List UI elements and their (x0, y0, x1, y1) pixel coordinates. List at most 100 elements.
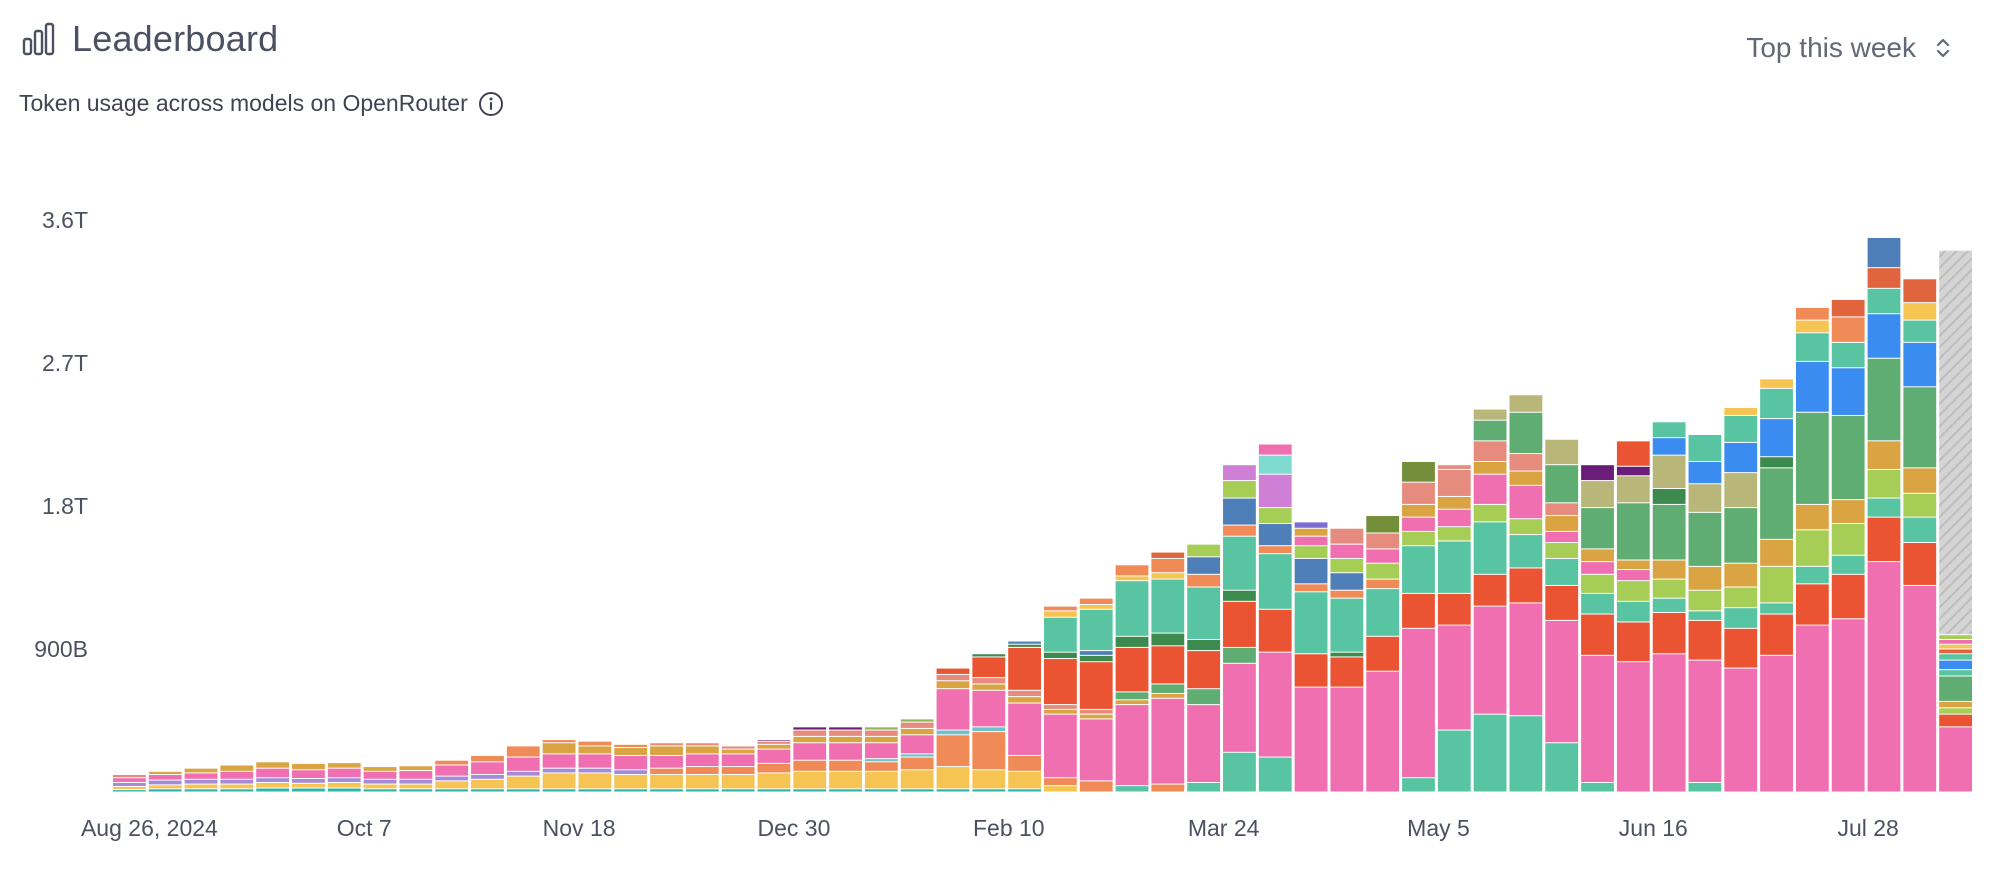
bar-segment[interactable] (1688, 611, 1722, 620)
bar-week-21[interactable] (829, 727, 862, 792)
bar-segment[interactable] (972, 727, 1006, 732)
bar-week-20[interactable] (793, 727, 827, 792)
bar-segment[interactable] (1616, 601, 1650, 622)
bar-segment[interactable] (1688, 435, 1722, 462)
bar-week-5[interactable] (256, 762, 290, 792)
bar-segment[interactable] (757, 763, 791, 773)
bar-week-26[interactable] (1008, 641, 1041, 792)
bar-segment[interactable] (1652, 654, 1686, 792)
bar-segment[interactable] (399, 766, 433, 771)
period-select[interactable]: Top this week (1746, 32, 1952, 64)
bar-week-41[interactable] (1545, 439, 1579, 792)
bar-week-11[interactable] (471, 755, 504, 792)
bar-segment[interactable] (1760, 419, 1793, 457)
bar-segment[interactable] (292, 783, 325, 788)
bar-week-31[interactable] (1187, 544, 1221, 792)
bar-week-6[interactable] (292, 763, 325, 792)
bar-segment[interactable] (721, 746, 755, 749)
bar-segment[interactable] (578, 754, 612, 768)
bar-segment[interactable] (435, 776, 469, 781)
bar-week-38[interactable] (1437, 465, 1471, 792)
bar-segment[interactable] (1760, 388, 1793, 419)
bar-segment[interactable] (1939, 670, 1972, 676)
bar-segment[interactable] (972, 678, 1006, 684)
bar-segment[interactable] (1903, 468, 1937, 493)
bar-segment[interactable] (363, 771, 397, 779)
bar-segment[interactable] (1258, 757, 1292, 792)
bar-segment[interactable] (1330, 657, 1364, 687)
bar-segment[interactable] (1008, 703, 1041, 755)
bar-segment[interactable] (1473, 420, 1507, 441)
bar-segment[interactable] (1724, 668, 1758, 792)
bar-segment[interactable] (900, 754, 934, 757)
bar-segment[interactable] (220, 765, 254, 771)
bar-segment[interactable] (1795, 412, 1829, 504)
bar-segment[interactable] (1330, 558, 1364, 573)
bar-segment[interactable] (1688, 484, 1722, 512)
bar-segment[interactable] (435, 760, 469, 765)
bar-segment[interactable] (1652, 579, 1686, 598)
bar-segment[interactable] (1115, 647, 1149, 692)
bar-segment[interactable] (1008, 690, 1041, 697)
bar-segment[interactable] (1079, 719, 1113, 781)
bar-segment[interactable] (1545, 503, 1579, 516)
bar-segment[interactable] (578, 768, 612, 773)
bar-segment[interactable] (757, 789, 791, 792)
bar-segment[interactable] (1258, 455, 1292, 474)
bar-segment[interactable] (1079, 651, 1113, 655)
bar-segment[interactable] (1652, 489, 1686, 504)
bar-segment[interactable] (1509, 471, 1543, 485)
bar-segment[interactable] (1366, 671, 1400, 792)
bar-segment[interactable] (148, 775, 182, 780)
bar-week-10[interactable] (435, 760, 469, 792)
bar-segment[interactable] (1760, 379, 1793, 388)
bar-segment[interactable] (1760, 614, 1793, 655)
bar-segment[interactable] (1616, 581, 1650, 601)
bar-segment[interactable] (578, 789, 612, 792)
bar-segment[interactable] (1509, 603, 1543, 716)
bar-week-30[interactable] (1151, 552, 1185, 792)
bar-segment[interactable] (1867, 358, 1901, 441)
bar-segment[interactable] (900, 722, 934, 728)
bar-segment[interactable] (829, 760, 862, 771)
bar-segment[interactable] (1044, 617, 1077, 652)
bar-segment[interactable] (1008, 641, 1041, 644)
bar-segment[interactable] (829, 727, 862, 730)
bar-segment[interactable] (793, 771, 827, 789)
bar-segment[interactable] (900, 728, 934, 735)
bar-segment[interactable] (685, 767, 719, 775)
bar-segment[interactable] (757, 744, 791, 749)
bar-segment[interactable] (1044, 786, 1077, 792)
bar-segment[interactable] (1652, 438, 1686, 455)
bar-segment[interactable] (327, 778, 361, 782)
bar-segment[interactable] (542, 754, 576, 768)
bar-week-43[interactable] (1616, 441, 1650, 792)
bar-segment[interactable] (1652, 504, 1686, 560)
bar-week-12[interactable] (506, 746, 540, 792)
bar-week-51[interactable] (1903, 279, 1937, 792)
bar-segment[interactable] (1151, 579, 1185, 633)
bar-segment[interactable] (829, 736, 862, 743)
bar-segment[interactable] (1115, 576, 1149, 581)
bar-segment[interactable] (1867, 237, 1901, 268)
bar-segment[interactable] (1437, 730, 1471, 792)
bar-segment[interactable] (1652, 455, 1686, 489)
bar-segment[interactable] (399, 789, 433, 792)
bar-segment[interactable] (1258, 508, 1292, 523)
bar-segment[interactable] (1509, 454, 1543, 471)
bar-segment[interactable] (1688, 660, 1722, 782)
bar-segment[interactable] (113, 778, 146, 782)
bar-week-45[interactable] (1688, 435, 1722, 792)
bar-segment[interactable] (1437, 527, 1471, 541)
bar-week-35[interactable] (1330, 528, 1364, 792)
bar-segment[interactable] (1760, 566, 1793, 603)
bar-segment[interactable] (936, 681, 970, 689)
bar-week-34[interactable] (1294, 522, 1328, 792)
bar-segment[interactable] (1939, 635, 1972, 639)
bar-segment[interactable] (1223, 481, 1256, 498)
bar-segment[interactable] (327, 768, 361, 778)
bar-segment[interactable] (793, 789, 827, 792)
bar-segment[interactable] (1079, 781, 1113, 792)
bar-segment[interactable] (363, 784, 397, 789)
bar-segment[interactable] (614, 789, 648, 792)
